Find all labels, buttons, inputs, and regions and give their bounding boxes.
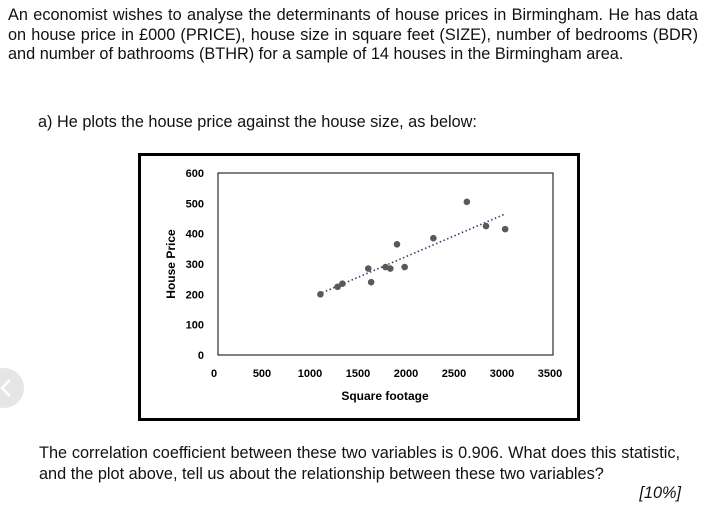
question-text: The correlation coefficient between thes… [39,444,680,483]
data-point [482,222,490,230]
marks-label: [10%] [639,484,681,502]
trendline [318,213,506,296]
data-point [393,240,401,248]
y-tick-label: 600 [186,168,204,180]
x-tick-labels: 0 500 1000 1500 2000 2500 3000 3500 [211,368,562,380]
part-a-prompt: a) He plots the house price against the … [38,113,477,131]
y-tick-labels: 0 100 200 300 400 500 600 [186,168,204,362]
data-point [364,265,372,272]
y-tick-label: 200 [186,289,204,301]
data-point [367,278,375,286]
x-axis-label: Square footage [341,389,429,403]
plot-area [217,172,554,356]
x-tick-label: 3000 [490,368,514,380]
scatter-chart: 0 100 200 300 400 500 600 0 500 1000 1500 2000 2500… [164,168,562,403]
data-point [501,225,509,233]
x-tick-label: 500 [253,368,271,380]
data-point [317,291,324,298]
data-point [430,234,437,242]
y-tick-label: 0 [198,350,204,362]
x-tick-label: 1500 [346,368,370,380]
data-point [334,283,341,291]
data-points [317,198,509,298]
y-tick-label: 100 [186,320,204,332]
y-tick-label: 500 [186,198,204,210]
data-point [463,198,471,206]
chevron-left-icon [0,379,11,397]
x-tick-label: 2000 [394,368,418,380]
x-tick-label: 1000 [298,368,322,380]
intro-paragraph: An economist wishes to analyse the deter… [8,6,698,63]
x-tick-label: 2500 [442,368,466,380]
scatter-figure: 0 100 200 300 400 500 600 0 500 1000 1500 2000 2500… [138,153,580,421]
data-point [401,263,408,271]
y-tick-label: 300 [186,259,204,271]
y-axis-label: House Price [164,229,178,299]
previous-page-button[interactable] [0,368,24,408]
x-tick-label: 3500 [538,368,562,380]
y-tick-label: 400 [186,229,204,241]
data-point [386,265,394,272]
x-tick-label: 0 [211,368,217,380]
data-point [339,280,346,288]
